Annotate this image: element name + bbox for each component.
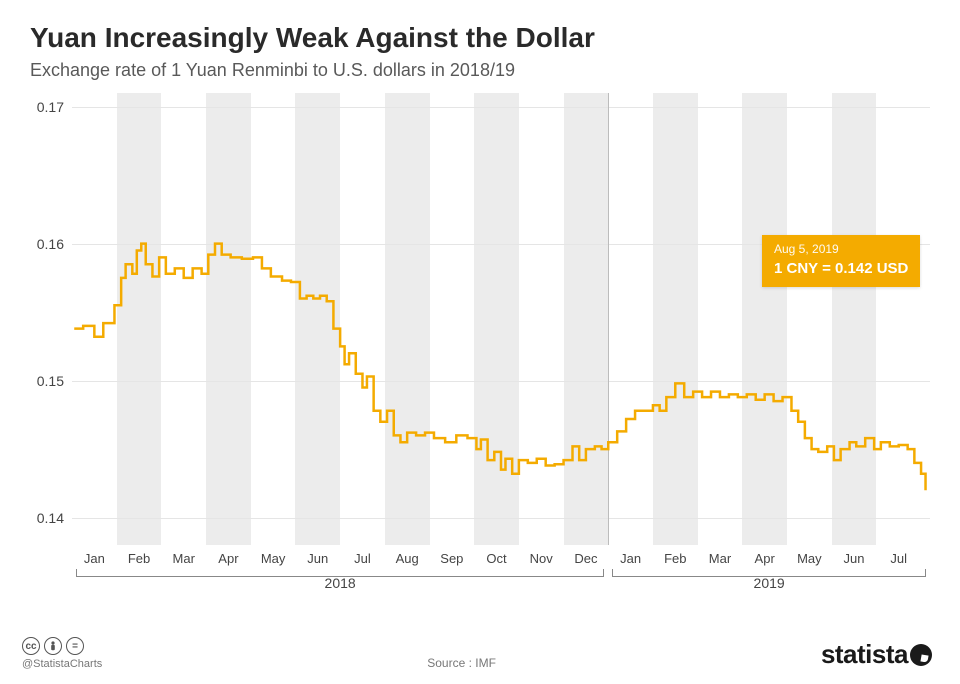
x-axis-tick: Jun	[307, 551, 328, 566]
annotation-date: Aug 5, 2019	[774, 241, 908, 257]
x-axis-tick: Nov	[530, 551, 553, 566]
x-axis-tick: Dec	[574, 551, 597, 566]
x-axis-tick: Apr	[218, 551, 238, 566]
x-axis-tick: Sep	[440, 551, 463, 566]
source-label: Source : IMF	[427, 656, 496, 670]
annotation-value: 1 CNY = 0.142 USD	[774, 259, 908, 279]
x-axis-tick: Jan	[620, 551, 641, 566]
footer: cc = @StatistaCharts Source : IMF statis…	[22, 637, 930, 670]
y-axis-tick: 0.17	[26, 99, 64, 115]
x-axis-tick: Jun	[844, 551, 865, 566]
twitter-handle: @StatistaCharts	[22, 658, 102, 670]
chart-area: 0.140.150.160.17JanFebMarAprMayJunJulAug…	[30, 93, 930, 591]
line-series	[72, 93, 930, 545]
x-axis-tick: Oct	[486, 551, 506, 566]
x-axis-tick: May	[261, 551, 286, 566]
x-axis-tick: Aug	[396, 551, 419, 566]
cc-icon: cc	[22, 637, 40, 655]
x-axis-tick: Apr	[755, 551, 775, 566]
year-label: 2018	[325, 575, 356, 591]
year-label: 2019	[754, 575, 785, 591]
x-axis-tick: Jul	[354, 551, 371, 566]
cc-license-icons: cc =	[22, 637, 102, 655]
x-axis-tick: Mar	[173, 551, 195, 566]
x-axis-tick: Jul	[890, 551, 907, 566]
chart-subtitle: Exchange rate of 1 Yuan Renminbi to U.S.…	[30, 60, 930, 81]
x-axis-tick: Mar	[709, 551, 731, 566]
y-axis-tick: 0.14	[26, 510, 64, 526]
x-axis-tick: Feb	[128, 551, 150, 566]
x-axis-tick: Feb	[664, 551, 686, 566]
y-axis-tick: 0.15	[26, 373, 64, 389]
x-axis-tick: May	[797, 551, 822, 566]
x-axis-tick: Jan	[84, 551, 105, 566]
nd-icon: =	[66, 637, 84, 655]
statista-logo: statista	[821, 639, 930, 670]
chart-annotation: Aug 5, 2019 1 CNY = 0.142 USD	[762, 235, 920, 287]
y-axis-tick: 0.16	[26, 236, 64, 252]
chart-title: Yuan Increasingly Weak Against the Dolla…	[30, 22, 930, 54]
by-icon	[44, 637, 62, 655]
